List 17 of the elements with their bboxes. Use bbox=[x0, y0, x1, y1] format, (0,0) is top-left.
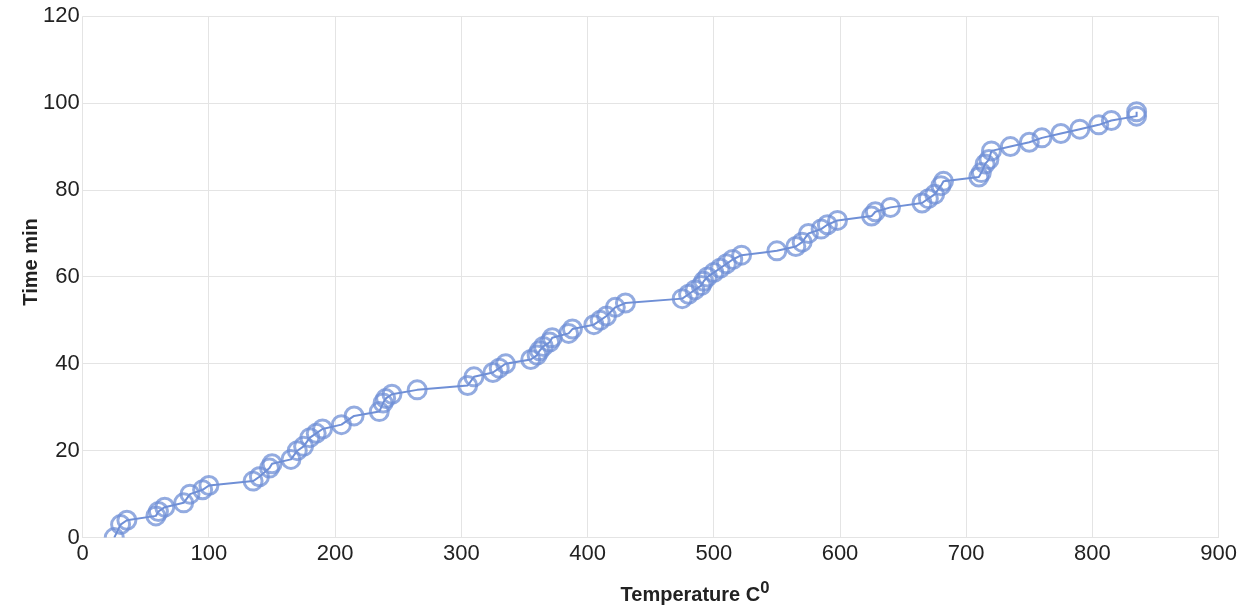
x-tick-label: 600 bbox=[821, 539, 859, 565]
y-tick-label: 100 bbox=[42, 89, 80, 115]
y-tick-label: 120 bbox=[42, 2, 80, 28]
x-tick-label: 400 bbox=[569, 539, 606, 565]
x-axis-title: Temperature C$^{0}$ bbox=[619, 578, 771, 606]
x-tick-label: 700 bbox=[947, 539, 985, 565]
x-tick-label: 200 bbox=[316, 539, 354, 565]
x-tick-label: 100 bbox=[190, 539, 228, 565]
x-tick-label: 800 bbox=[1074, 539, 1111, 565]
y-tick-label: 20 bbox=[55, 436, 80, 462]
x-tick-label: 500 bbox=[695, 539, 733, 565]
y-tick-label: 40 bbox=[55, 349, 80, 375]
y-tick-label: 60 bbox=[55, 262, 80, 288]
x-tick-label: 900 bbox=[1200, 539, 1238, 565]
x-tick-label: 300 bbox=[442, 539, 480, 565]
y-tick-label: 80 bbox=[55, 176, 80, 202]
y-axis-title: Time min bbox=[18, 218, 42, 306]
